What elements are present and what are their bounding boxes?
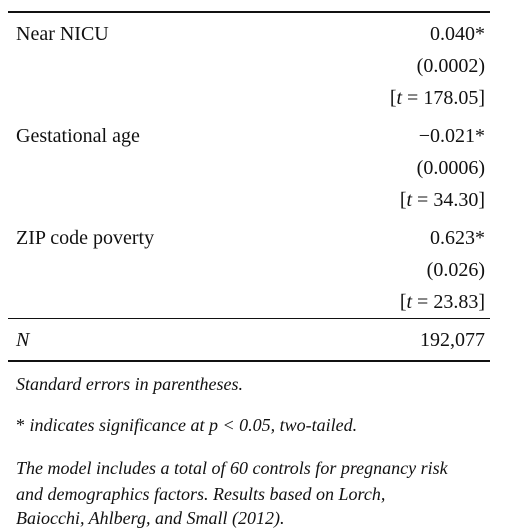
significance-mark: *: [16, 415, 25, 435]
coefficient-near-nicu: 0.040*: [430, 23, 485, 45]
note-standard-errors: Standard errors in parentheses.: [16, 374, 243, 394]
t-symbol: t: [406, 189, 413, 211]
t-symbol: t: [396, 87, 403, 109]
coefficient-gestational-age: −0.021*: [418, 125, 485, 147]
standard-error-gestational-age: (0.0006): [416, 157, 485, 179]
t-value: 23.83: [433, 291, 479, 313]
standard-error-near-nicu: (0.0002): [416, 55, 485, 77]
row-label-zip-code-poverty: ZIP code poverty: [16, 227, 155, 249]
t-statistic-gestational-age: [t = 34.30]: [399, 189, 485, 211]
t-statistic-near-nicu: [t = 178.05]: [389, 87, 485, 109]
table-top-rule: [8, 11, 490, 13]
note-model-line-2: and demographics factors. Results based …: [16, 484, 386, 504]
sample-size-label: N: [16, 329, 30, 351]
note-significance: * indicates significance at p < 0.05, tw…: [16, 412, 357, 438]
table-bottom-rule: [8, 360, 490, 362]
t-value: 178.05: [423, 87, 479, 109]
t-statistic-zip-code-poverty: [t = 23.83]: [399, 291, 485, 313]
coefficient-zip-code-poverty: 0.623*: [430, 227, 485, 249]
sample-size-value: 192,077: [420, 329, 485, 351]
significance-text: indicates significance at p < 0.05, two-…: [29, 415, 358, 435]
note-model-line-1: The model includes a total of 60 control…: [16, 458, 448, 478]
standard-error-zip-code-poverty: (0.026): [426, 259, 485, 281]
t-value: 34.30: [433, 189, 479, 211]
t-symbol: t: [406, 291, 413, 313]
row-label-gestational-age: Gestational age: [16, 125, 140, 147]
note-model-line-3: Baiocchi, Ahlberg, and Small (2012).: [16, 508, 285, 528]
row-label-near-nicu: Near NICU: [16, 23, 109, 45]
table-mid-rule: [8, 318, 490, 319]
